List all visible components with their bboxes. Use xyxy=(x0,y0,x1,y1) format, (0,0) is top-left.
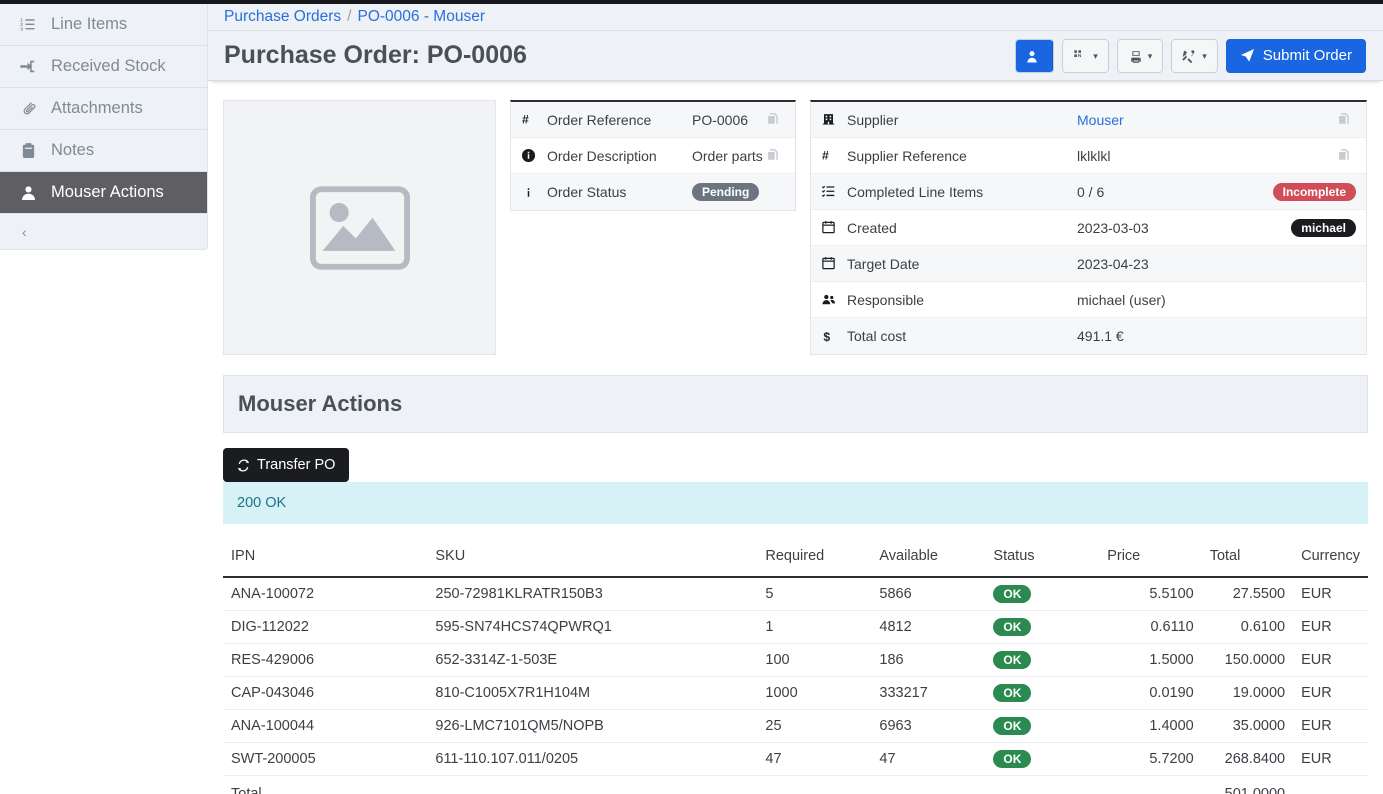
svg-text:#: # xyxy=(822,149,829,163)
svg-text:$: $ xyxy=(823,330,830,344)
svg-text:N: N xyxy=(1078,53,1082,59)
svg-text:#: # xyxy=(522,113,529,127)
svg-text:3: 3 xyxy=(20,26,23,32)
